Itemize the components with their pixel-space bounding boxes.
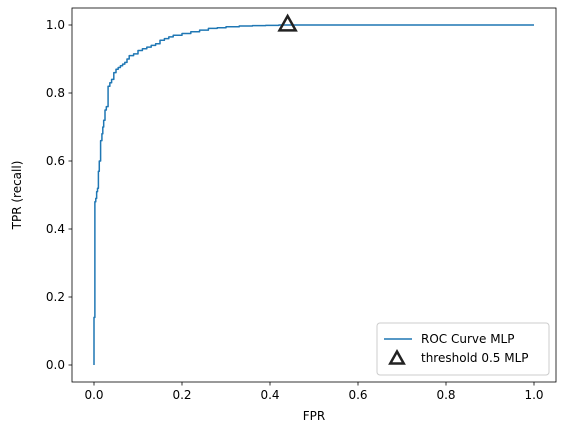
x-tick-label: 0.0 — [84, 388, 103, 402]
legend-label-roc: ROC Curve MLP — [421, 332, 514, 346]
x-tick-label: 0.8 — [436, 388, 455, 402]
x-tick-label: 0.2 — [172, 388, 191, 402]
y-tick-label: 0.6 — [46, 154, 65, 168]
legend-box — [376, 322, 550, 376]
y-tick-label: 0.2 — [46, 290, 65, 304]
roc-curve-line — [93, 24, 534, 365]
axes-frame — [71, 7, 557, 383]
x-tick-label: 0.4 — [260, 388, 279, 402]
x-tick-label: 1.0 — [524, 388, 543, 402]
y-tick-label: 0.4 — [46, 222, 65, 236]
x-tick-label: 0.6 — [348, 388, 367, 402]
legend: ROC Curve MLP threshold 0.5 MLP — [376, 322, 550, 376]
y-tick-label: 0.8 — [46, 86, 65, 100]
threshold-marker — [277, 13, 298, 32]
y-axis-label: TPR (recall) — [10, 161, 24, 231]
legend-triangle-marker — [388, 348, 406, 365]
ticks: 0.0 0.2 0.4 0.6 0.8 1.0 0.0 0.2 0.4 0.6 0.8 1.0 — [46, 18, 544, 402]
y-tick-label: 0.0 — [46, 358, 65, 372]
x-axis-label: FPR — [303, 409, 325, 423]
y-tick-label: 1.0 — [46, 18, 65, 32]
legend-label-threshold: threshold 0.5 MLP — [421, 351, 529, 365]
plot-area — [93, 13, 534, 365]
